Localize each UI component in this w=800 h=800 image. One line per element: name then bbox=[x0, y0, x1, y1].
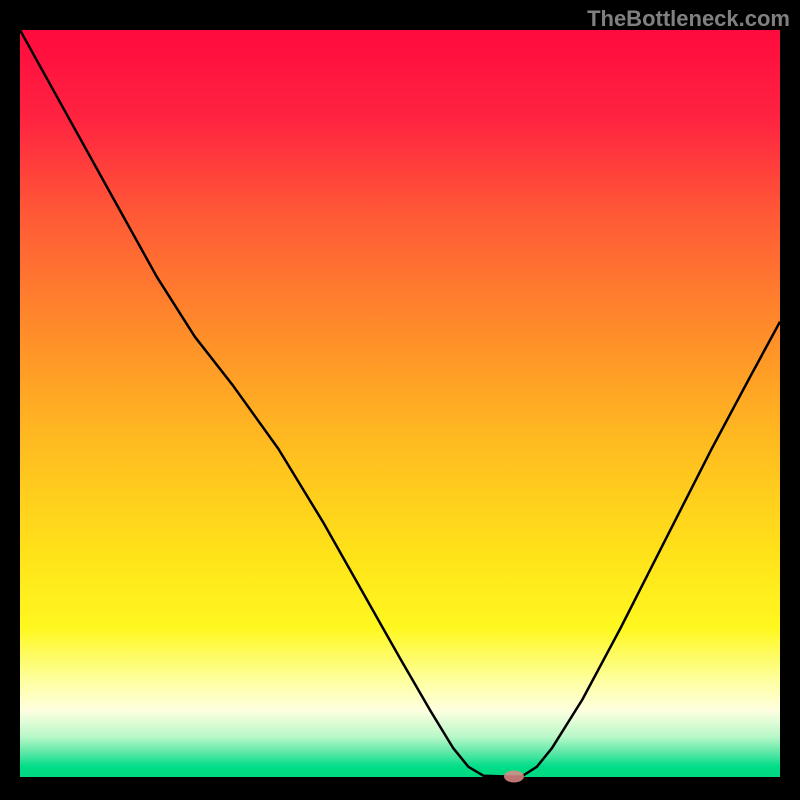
watermark-text: TheBottleneck.com bbox=[587, 6, 790, 32]
bottleneck-chart: TheBottleneck.com bbox=[0, 0, 800, 800]
chart-svg bbox=[0, 0, 800, 800]
optimal-marker bbox=[504, 771, 524, 783]
plot-gradient bbox=[20, 30, 780, 778]
